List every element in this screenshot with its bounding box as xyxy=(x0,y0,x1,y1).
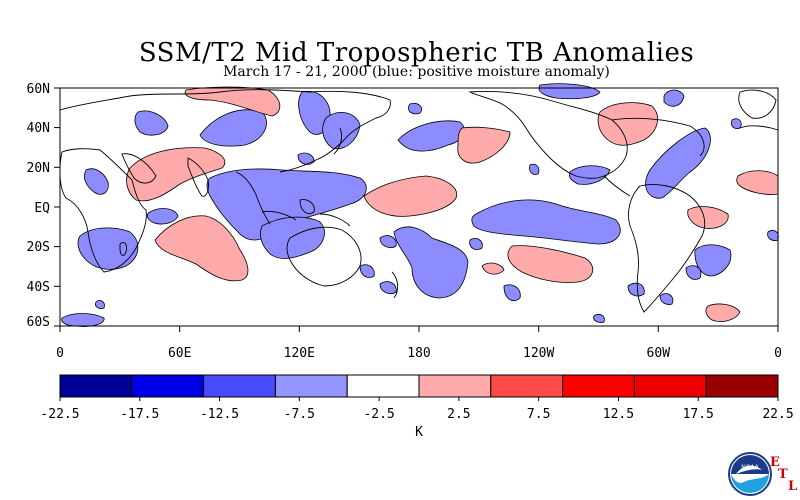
colorbar-tick-label: -22.5 xyxy=(40,407,79,422)
colorbar-tick-label: -12.5 xyxy=(200,407,239,422)
positive-anomaly-regions xyxy=(126,86,779,322)
map-area xyxy=(59,83,779,327)
etl-letter-e: E xyxy=(770,455,780,470)
colorbar-swatch xyxy=(418,374,492,398)
longitude-axis: 0 60E 120E 180 120W 60W 0 xyxy=(56,326,782,361)
colorbar-swatch xyxy=(203,374,276,398)
map-subtitle: March 17 - 21, 2000 (blue: positive mois… xyxy=(223,64,610,80)
lon-label: 60W xyxy=(647,346,671,361)
colorbar-tick-label: -2.5 xyxy=(363,407,394,422)
lat-label: 40S xyxy=(27,280,50,295)
lon-label: 0 xyxy=(56,346,64,361)
colorbar-tick-label: 7.5 xyxy=(527,407,550,422)
lat-label: 20N xyxy=(27,161,50,176)
colorbar-tick-label: 12.5 xyxy=(603,407,634,422)
lon-label: 60E xyxy=(168,346,191,361)
colorbar-swatch xyxy=(59,374,133,398)
colorbar-tick-label: -7.5 xyxy=(284,407,315,422)
lon-label: 120E xyxy=(284,346,315,361)
lat-label: EQ xyxy=(34,201,50,216)
colorbar-tick-label: 17.5 xyxy=(683,407,714,422)
lon-label: 120W xyxy=(523,346,554,361)
latitude-axis: 60N 40N 20N EQ 20S 40S 60S xyxy=(27,82,60,330)
colorbar-tick-label: -17.5 xyxy=(120,407,159,422)
coastlines xyxy=(59,89,779,313)
noaa-logo-text: NOAA xyxy=(741,464,759,471)
colorbar-swatch xyxy=(562,374,635,398)
colorbar-tick-label: 2.5 xyxy=(447,407,470,422)
colorbar-tick-label: 22.5 xyxy=(762,407,793,422)
lat-label: 60N xyxy=(27,82,50,97)
noaa-logo-icon: NOAA xyxy=(728,452,772,496)
map-title: SSM/T2 Mid Tropospheric TB Anomalies xyxy=(138,38,695,68)
lat-label: 60S xyxy=(27,315,50,330)
lat-label: 40N xyxy=(27,121,50,136)
colorbar-swatch xyxy=(490,374,564,398)
colorbar-swatch xyxy=(705,374,779,398)
colorbar-unit-label: K xyxy=(415,425,423,440)
etl-letter-t: T xyxy=(778,467,788,482)
etl-letter-l: L xyxy=(788,479,798,494)
lat-label: 20S xyxy=(27,240,50,255)
colorbar: -22.5 -17.5 -12.5 -7.5 -2.5 2.5 7.5 12.5 17.5 22.… xyxy=(40,374,794,422)
colorbar-swatch xyxy=(633,374,707,398)
lon-label: 0 xyxy=(774,346,782,361)
colorbar-swatch xyxy=(131,374,205,398)
colorbar-swatch xyxy=(346,374,420,398)
colorbar-swatch xyxy=(274,374,348,398)
lon-label: 180 xyxy=(407,346,430,361)
negative-anomaly-regions xyxy=(61,83,779,327)
